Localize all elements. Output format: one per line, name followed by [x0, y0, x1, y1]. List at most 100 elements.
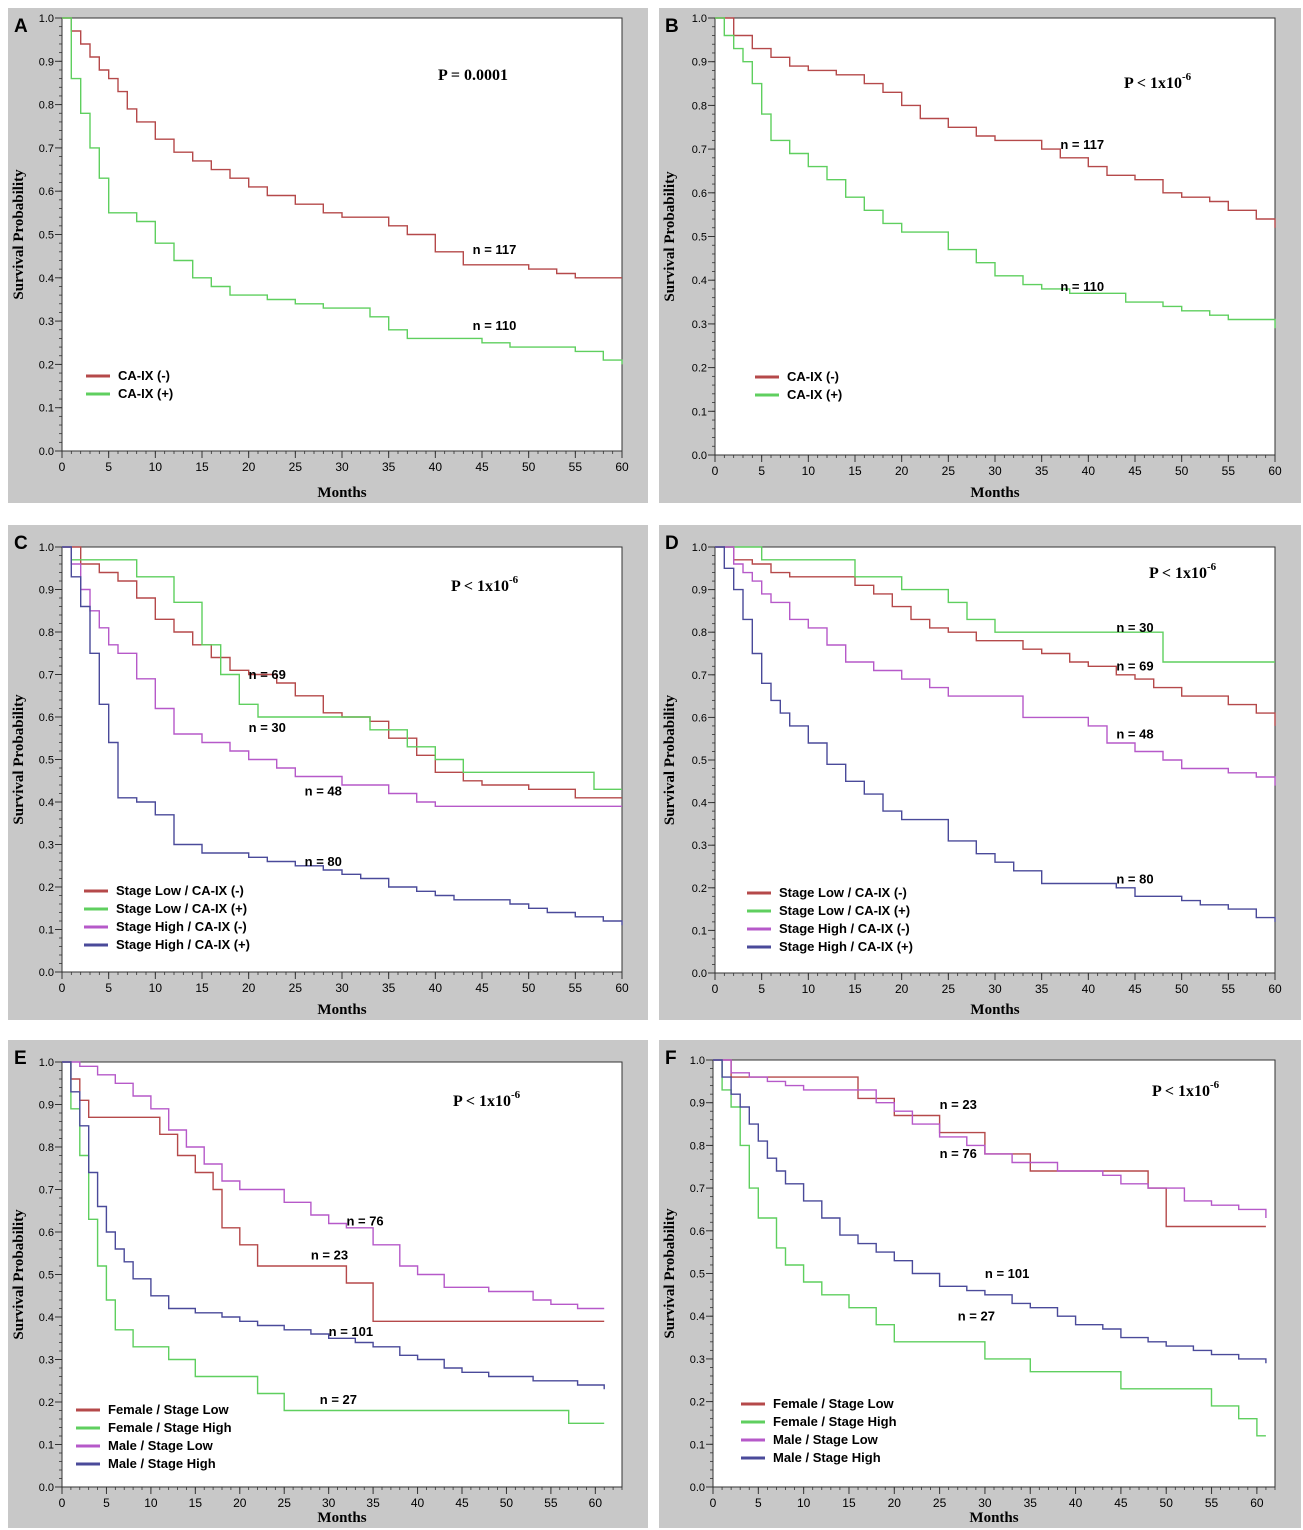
- x-tick-label: 45: [1128, 982, 1142, 996]
- legend-entry: Male / Stage High: [108, 1456, 216, 1471]
- x-tick-label: 50: [522, 460, 536, 474]
- y-tick-label: 0.2: [39, 359, 54, 371]
- n-label: n = 69: [249, 667, 286, 682]
- y-tick-label: 0.6: [692, 188, 707, 200]
- x-tick-label: 20: [233, 1496, 247, 1510]
- km-curve-series-3: [715, 546, 1276, 786]
- n-label: n = 110: [473, 318, 517, 333]
- panel-letter: E: [14, 1048, 27, 1069]
- y-tick-label: 0.8: [39, 100, 54, 112]
- n-label: n = 27: [320, 1392, 357, 1407]
- y-tick-label: 0.3: [39, 1355, 54, 1367]
- km-curve-series-4: [713, 1059, 1267, 1364]
- x-tick-label: 45: [455, 1496, 469, 1510]
- y-axis-label: Survival Probability: [662, 694, 678, 825]
- x-tick-label: 40: [1082, 464, 1096, 478]
- p-value-text: P < 1x10: [1152, 1083, 1210, 1100]
- x-tick-label: 5: [758, 464, 765, 478]
- x-tick-label: 45: [1114, 1496, 1128, 1510]
- panel-letter: D: [665, 533, 679, 554]
- y-tick-label: 0.9: [692, 585, 707, 597]
- p-value-exponent: -6: [511, 1089, 521, 1101]
- x-tick-label: 50: [1160, 1496, 1174, 1510]
- y-axis-label: Survival Probability: [11, 169, 27, 300]
- legend-entry: Male / Stage High: [773, 1450, 881, 1465]
- x-tick-label: 35: [1035, 982, 1049, 996]
- y-tick-label: 0.1: [39, 403, 54, 415]
- p-value-annotation: P = 0.0001: [438, 67, 508, 84]
- y-tick-label: 1.0: [39, 542, 54, 554]
- p-value-annotation: P < 1x10-6: [453, 1089, 521, 1110]
- legend-entry: Male / Stage Low: [108, 1438, 214, 1453]
- y-tick-label: 1.0: [39, 1057, 54, 1069]
- p-value-exponent: -6: [1182, 71, 1192, 83]
- x-tick-label: 0: [59, 981, 66, 995]
- y-tick-label: 0.0: [39, 1482, 54, 1494]
- p-value-annotation: P < 1x10-6: [1149, 561, 1217, 582]
- y-tick-label: 0.0: [692, 968, 707, 980]
- x-tick-label: 45: [475, 460, 489, 474]
- legend-entry: CA-IX (-): [118, 368, 170, 383]
- y-tick-label: 0.8: [692, 100, 707, 112]
- km-curve-series-2: [62, 1061, 605, 1424]
- x-tick-label: 60: [615, 460, 629, 474]
- km-plot-svg: C 0 5 10 15 20 25 30 35 40 45 50 55 60 0.0 0.1 0.2 0.3 0.4…: [11, 533, 629, 1018]
- km-plot-svg: A 0 5 10 15 20 25 30 35 40 45 50 55 60 0.0 0.1 0.2 0.3 0.4…: [11, 13, 629, 501]
- x-axis-label: Months: [317, 1002, 366, 1018]
- y-tick-label: 0.8: [39, 1142, 54, 1154]
- y-tick-label: 0.2: [39, 882, 54, 894]
- y-tick-label: 1.0: [39, 13, 54, 25]
- y-tick-label: 0.9: [39, 585, 54, 597]
- legend-entry: Female / Stage Low: [773, 1396, 895, 1411]
- n-label: n = 27: [958, 1308, 995, 1323]
- x-tick-label: 10: [797, 1496, 811, 1510]
- x-tick-label: 30: [335, 460, 349, 474]
- panel-b: B 0 5 10 15 20 25 30 35 40 45 50 55 60 0.0 0.1 0.2 0.3 0.4…: [659, 8, 1301, 503]
- x-tick-label: 55: [1222, 464, 1236, 478]
- legend-entry: CA-IX (+): [787, 387, 842, 402]
- legend-entry: Female / Stage High: [773, 1414, 897, 1429]
- y-tick-label: 0.1: [39, 925, 54, 937]
- n-label: n = 30: [249, 720, 286, 735]
- y-tick-label: 0.5: [692, 755, 707, 767]
- x-tick-label: 15: [848, 464, 862, 478]
- y-tick-label: 0.0: [39, 446, 54, 458]
- n-label: n = 117: [473, 242, 517, 257]
- x-tick-label: 10: [802, 464, 816, 478]
- km-curve-series-4: [715, 546, 1276, 922]
- x-tick-label: 15: [189, 1496, 203, 1510]
- x-tick-label: 15: [195, 981, 209, 995]
- n-label: n = 76: [346, 1214, 383, 1229]
- x-tick-label: 40: [1082, 982, 1096, 996]
- n-label: n = 48: [1116, 727, 1153, 742]
- x-tick-label: 50: [500, 1496, 514, 1510]
- km-curve-series-2: [62, 546, 622, 790]
- n-label: n = 23: [940, 1097, 977, 1112]
- x-tick-label: 15: [842, 1496, 856, 1510]
- legend-entry: Stage Low / CA-IX (-): [779, 885, 907, 900]
- x-tick-label: 35: [1024, 1496, 1038, 1510]
- legend-entry: Stage Low / CA-IX (-): [116, 883, 244, 898]
- y-axis-label: Survival Probability: [11, 1209, 27, 1340]
- y-tick-label: 0.5: [39, 755, 54, 767]
- y-tick-label: 0.8: [692, 627, 707, 639]
- y-tick-label: 0.9: [39, 56, 54, 68]
- n-label: n = 101: [985, 1266, 1029, 1281]
- panel-letter: B: [665, 16, 679, 37]
- y-tick-label: 0.4: [690, 1311, 705, 1323]
- n-label: n = 76: [940, 1146, 977, 1161]
- n-label: n = 80: [305, 854, 342, 869]
- y-tick-label: 1.0: [692, 13, 707, 25]
- y-axis-label: Survival Probability: [662, 1208, 678, 1339]
- x-tick-label: 60: [1268, 982, 1282, 996]
- legend-entry: Male / Stage Low: [773, 1432, 879, 1447]
- y-tick-label: 0.0: [692, 450, 707, 462]
- panel-letter: F: [665, 1048, 677, 1069]
- n-label: n = 101: [329, 1324, 373, 1339]
- x-tick-label: 45: [475, 981, 489, 995]
- x-tick-label: 30: [988, 982, 1002, 996]
- y-tick-label: 0.4: [39, 273, 54, 285]
- plot-area: [712, 1059, 1276, 1488]
- y-tick-label: 0.3: [39, 316, 54, 328]
